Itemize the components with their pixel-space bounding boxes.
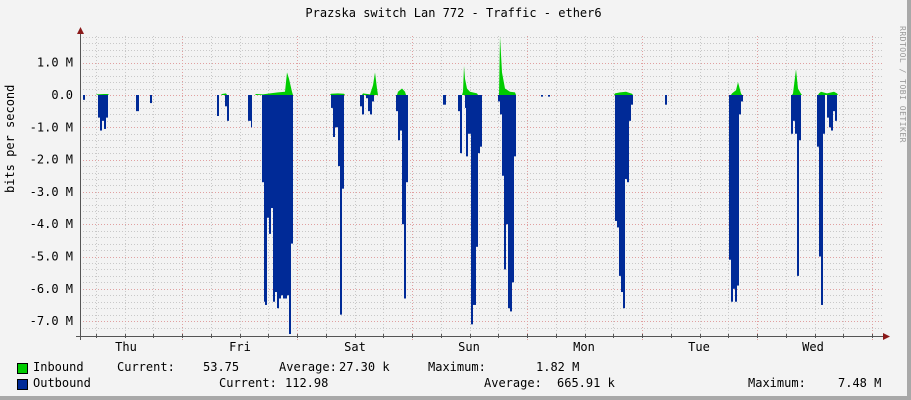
svg-text:-2.0 M: -2.0 M bbox=[30, 153, 73, 167]
inbound-current-value: 53.75 bbox=[203, 360, 240, 374]
x-axis-arrow-icon bbox=[883, 333, 890, 340]
axes bbox=[76, 27, 890, 340]
inbound-average-label: Average: bbox=[279, 360, 337, 374]
svg-text:Fri: Fri bbox=[229, 340, 251, 354]
svg-text:-3.0 M: -3.0 M bbox=[30, 185, 73, 199]
outbound-swatch bbox=[17, 379, 28, 390]
y-axis-arrow-icon bbox=[77, 27, 84, 34]
svg-text:-7.0 M: -7.0 M bbox=[30, 314, 73, 328]
svg-text:-4.0 M: -4.0 M bbox=[30, 217, 73, 231]
svg-text:Mon: Mon bbox=[573, 340, 595, 354]
outbound-current-value: 112.98 bbox=[285, 376, 329, 390]
outbound-average-value: 665.91 k bbox=[557, 376, 615, 390]
svg-text:-5.0 M: -5.0 M bbox=[30, 250, 73, 264]
inbound-area bbox=[96, 36, 838, 95]
chart-title: Prazska switch Lan 772 - Traffic - ether… bbox=[305, 6, 602, 20]
svg-text:Tue: Tue bbox=[688, 340, 710, 354]
outbound-maximum-value: 7.48 M bbox=[838, 376, 882, 390]
inbound-maximum-label: Maximum: bbox=[428, 360, 486, 374]
inbound-swatch bbox=[17, 363, 28, 374]
y-axis-ticks: 1.0 M 0.0 -1.0 M -2.0 M -3.0 M -4.0 M -5.0 M -6… bbox=[30, 56, 73, 328]
inbound-current-label: Current: bbox=[117, 360, 175, 374]
svg-text:Thu: Thu bbox=[115, 340, 137, 354]
svg-text:-1.0 M: -1.0 M bbox=[30, 120, 73, 134]
svg-text:0.0: 0.0 bbox=[51, 88, 73, 102]
svg-text:-6.0 M: -6.0 M bbox=[30, 282, 73, 296]
outbound-current-label: Current: bbox=[219, 376, 277, 390]
inbound-average-value: 27.30 k bbox=[339, 360, 390, 374]
outbound-maximum-label: Maximum: bbox=[748, 376, 806, 390]
outbound-area bbox=[83, 95, 837, 335]
inbound-label: Inbound bbox=[33, 360, 84, 374]
outbound-label: Outbound bbox=[33, 376, 91, 390]
outbound-average-label: Average: bbox=[484, 376, 542, 390]
svg-text:Sat: Sat bbox=[344, 340, 366, 354]
svg-text:Wed: Wed bbox=[802, 340, 824, 354]
x-axis-ticks: Thu Fri Sat Sun Mon Tue Wed bbox=[115, 340, 824, 354]
inbound-maximum-value: 1.82 M bbox=[536, 360, 580, 374]
grid bbox=[80, 36, 882, 340]
svg-text:1.0 M: 1.0 M bbox=[37, 56, 73, 70]
rrdtool-watermark: RRDTOOL / TOBI OETIKER bbox=[898, 26, 907, 143]
svg-text:Sun: Sun bbox=[458, 340, 480, 354]
